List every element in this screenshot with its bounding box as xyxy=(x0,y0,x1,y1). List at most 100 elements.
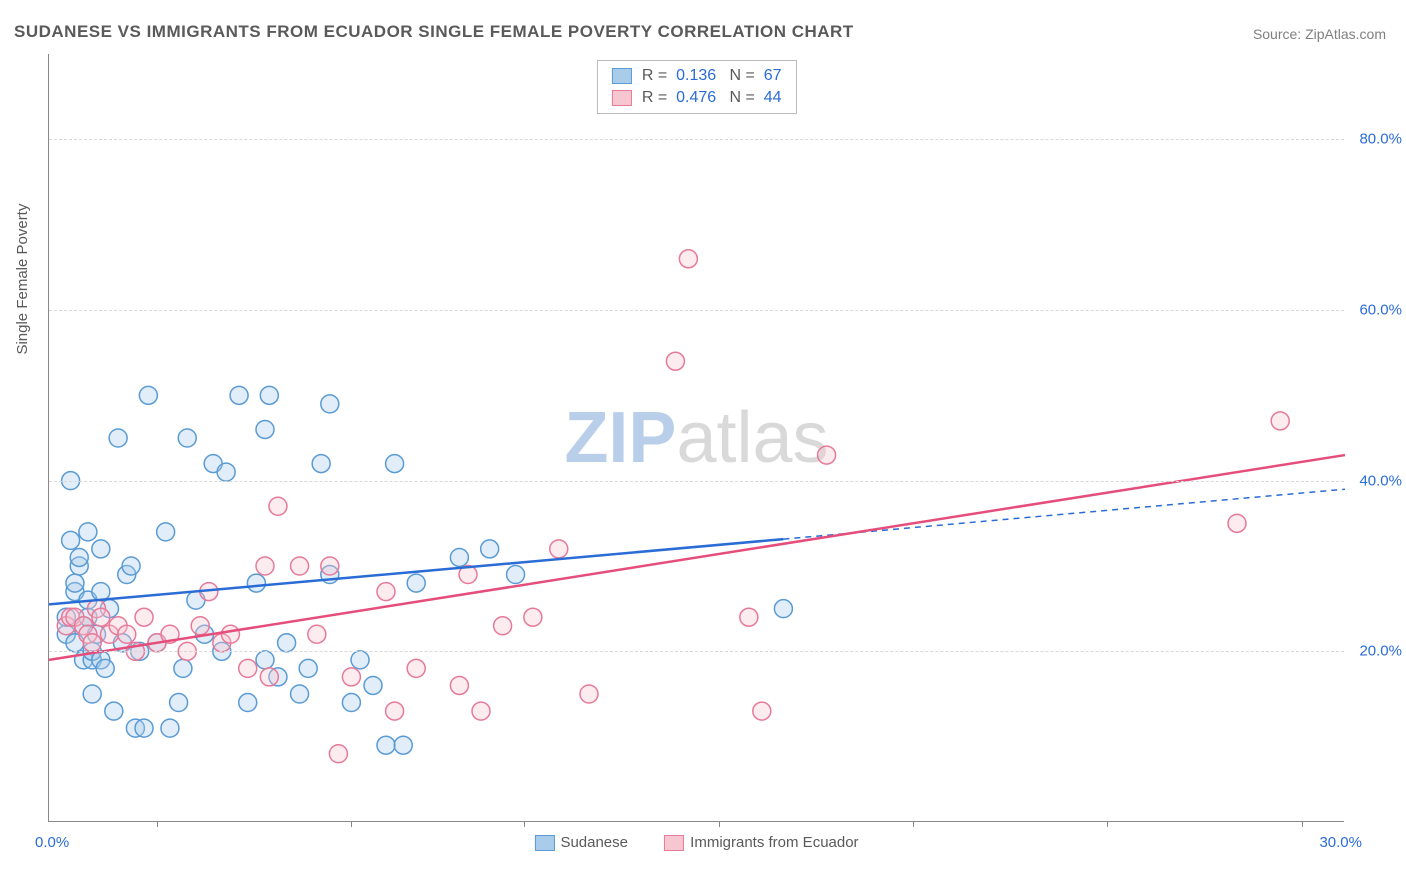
data-point-sudanese xyxy=(161,719,179,737)
n-value-ecuador: 44 xyxy=(764,89,782,106)
data-point-ecuador xyxy=(740,608,758,626)
data-point-ecuador xyxy=(191,617,209,635)
legend-label-ecuador: Immigrants from Ecuador xyxy=(690,834,858,851)
data-point-ecuador xyxy=(239,659,257,677)
x-tick xyxy=(1107,821,1108,827)
data-point-sudanese xyxy=(256,651,274,669)
data-point-ecuador xyxy=(550,540,568,558)
x-tick xyxy=(157,821,158,827)
data-point-sudanese xyxy=(386,455,404,473)
data-point-ecuador xyxy=(269,497,287,515)
data-point-ecuador xyxy=(386,702,404,720)
gridline xyxy=(49,651,1344,652)
data-point-sudanese xyxy=(260,386,278,404)
gridline xyxy=(49,481,1344,482)
r-value-ecuador: 0.476 xyxy=(676,89,716,106)
data-point-ecuador xyxy=(1271,412,1289,430)
data-point-sudanese xyxy=(105,702,123,720)
data-point-ecuador xyxy=(753,702,771,720)
data-point-ecuador xyxy=(342,668,360,686)
data-point-ecuador xyxy=(308,625,326,643)
trendline-ecuador xyxy=(49,455,1345,660)
swatch-pink-icon xyxy=(664,835,684,851)
data-point-ecuador xyxy=(135,608,153,626)
data-point-sudanese xyxy=(178,429,196,447)
data-point-ecuador xyxy=(666,352,684,370)
data-point-sudanese xyxy=(139,386,157,404)
data-point-sudanese xyxy=(507,566,525,584)
data-point-ecuador xyxy=(221,625,239,643)
data-point-sudanese xyxy=(407,574,425,592)
data-point-ecuador xyxy=(580,685,598,703)
data-point-ecuador xyxy=(1228,514,1246,532)
data-point-sudanese xyxy=(96,659,114,677)
data-point-sudanese xyxy=(79,523,97,541)
data-point-ecuador xyxy=(472,702,490,720)
data-point-sudanese xyxy=(342,694,360,712)
data-point-sudanese xyxy=(481,540,499,558)
data-point-ecuador xyxy=(818,446,836,464)
y-tick-label: 80.0% xyxy=(1359,131,1402,148)
data-point-sudanese xyxy=(291,685,309,703)
swatch-blue-icon xyxy=(611,68,631,84)
x-axis-min-label: 0.0% xyxy=(35,834,69,851)
data-point-sudanese xyxy=(774,600,792,618)
data-point-sudanese xyxy=(299,659,317,677)
data-point-sudanese xyxy=(109,429,127,447)
data-point-sudanese xyxy=(66,574,84,592)
swatch-pink-icon xyxy=(611,90,631,106)
scatter-plot-svg xyxy=(49,54,1344,821)
data-point-ecuador xyxy=(92,608,110,626)
chart-title: SUDANESE VS IMMIGRANTS FROM ECUADOR SING… xyxy=(14,22,854,42)
data-point-sudanese xyxy=(312,455,330,473)
data-point-sudanese xyxy=(135,719,153,737)
x-tick xyxy=(1302,821,1303,827)
data-point-sudanese xyxy=(351,651,369,669)
data-point-ecuador xyxy=(256,557,274,575)
y-tick-label: 60.0% xyxy=(1359,302,1402,319)
x-tick xyxy=(913,821,914,827)
stats-row-sudanese: R = 0.136 N = 67 xyxy=(611,65,781,87)
correlation-stats-box: R = 0.136 N = 67 R = 0.476 N = 44 xyxy=(596,60,796,114)
data-point-sudanese xyxy=(217,463,235,481)
data-point-ecuador xyxy=(260,668,278,686)
y-tick-label: 20.0% xyxy=(1359,643,1402,660)
data-point-ecuador xyxy=(450,676,468,694)
r-value-sudanese: 0.136 xyxy=(676,67,716,84)
x-tick xyxy=(524,821,525,827)
data-point-sudanese xyxy=(256,420,274,438)
data-point-sudanese xyxy=(62,531,80,549)
data-point-sudanese xyxy=(92,540,110,558)
data-point-sudanese xyxy=(321,395,339,413)
data-point-sudanese xyxy=(247,574,265,592)
n-value-sudanese: 67 xyxy=(764,67,782,84)
data-point-sudanese xyxy=(239,694,257,712)
x-tick xyxy=(351,821,352,827)
data-point-ecuador xyxy=(329,745,347,763)
data-point-sudanese xyxy=(157,523,175,541)
data-point-sudanese xyxy=(394,736,412,754)
data-point-ecuador xyxy=(291,557,309,575)
data-point-sudanese xyxy=(170,694,188,712)
source-attribution: Source: ZipAtlas.com xyxy=(1253,26,1386,42)
stats-row-ecuador: R = 0.476 N = 44 xyxy=(611,87,781,109)
data-point-ecuador xyxy=(679,250,697,268)
gridline xyxy=(49,139,1344,140)
data-point-sudanese xyxy=(83,685,101,703)
data-point-ecuador xyxy=(407,659,425,677)
data-point-sudanese xyxy=(450,548,468,566)
swatch-blue-icon xyxy=(534,835,554,851)
data-point-sudanese xyxy=(230,386,248,404)
data-point-sudanese xyxy=(70,548,88,566)
trendline-sudanese xyxy=(49,539,783,604)
legend-label-sudanese: Sudanese xyxy=(560,834,628,851)
data-point-ecuador xyxy=(494,617,512,635)
data-point-sudanese xyxy=(364,676,382,694)
gridline xyxy=(49,310,1344,311)
data-point-ecuador xyxy=(83,634,101,652)
data-point-ecuador xyxy=(377,583,395,601)
data-point-ecuador xyxy=(118,625,136,643)
y-axis-title: Single Female Poverty xyxy=(14,204,31,355)
data-point-sudanese xyxy=(174,659,192,677)
data-point-ecuador xyxy=(524,608,542,626)
